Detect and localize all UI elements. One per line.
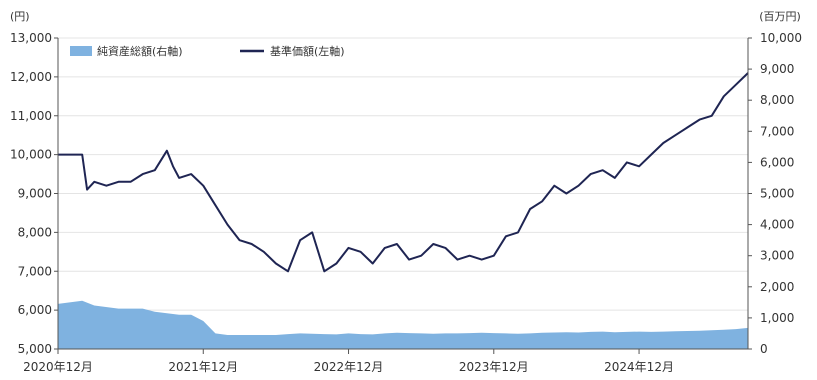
legend: 純資産総額(右軸) 基準価額(左軸) [70, 44, 345, 58]
legend-label-price: 基準価額(左軸) [270, 44, 345, 58]
right-tick-label: 4,000 [760, 218, 794, 232]
x-tick-label: 2022年12月 [314, 360, 384, 374]
right-axis-ticks: 0 1,000 2,000 3,000 4,000 5,000 6,000 7,000 8,00… [748, 31, 802, 356]
right-tick-label: 6,000 [760, 155, 794, 169]
left-tick-label: 9,000 [18, 187, 52, 201]
right-tick-label: 9,000 [760, 62, 794, 76]
right-tick-label: 1,000 [760, 311, 794, 325]
left-tick-label: 8,000 [18, 225, 52, 239]
left-tick-label: 11,000 [10, 109, 52, 123]
series-area-nav-total [58, 300, 748, 349]
series-line-price [58, 72, 749, 273]
x-axis-ticks: 2020年12月 2021年12月 2022年12月 2023年12月 2024年12月 [23, 349, 674, 374]
left-tick-label: 13,000 [10, 31, 52, 45]
left-tick-label: 5,000 [18, 342, 52, 356]
right-tick-label: 5,000 [760, 187, 794, 201]
right-tick-label: 0 [760, 342, 768, 356]
left-tick-label: 7,000 [18, 264, 52, 278]
right-tick-label: 2,000 [760, 280, 794, 294]
legend-label-nav-total: 純資産総額(右軸) [97, 44, 183, 58]
x-tick-label: 2024年12月 [604, 360, 674, 374]
left-axis-ticks: 5,000 6,000 7,000 8,000 9,000 10,000 11,000 12,… [10, 31, 58, 356]
right-tick-label: 8,000 [760, 93, 794, 107]
left-tick-label: 12,000 [10, 70, 52, 84]
left-tick-label: 6,000 [18, 303, 52, 317]
left-tick-label: 10,000 [10, 148, 52, 162]
gridlines [58, 37, 748, 350]
x-tick-label: 2020年12月 [23, 360, 93, 374]
legend-swatch-nav-total [70, 46, 92, 56]
x-tick-label: 2021年12月 [168, 360, 238, 374]
right-tick-label: 7,000 [760, 124, 794, 138]
right-tick-label: 3,000 [760, 249, 794, 263]
left-axis-unit: (円) [10, 10, 30, 23]
right-tick-label: 10,000 [760, 31, 802, 45]
x-tick-label: 2023年12月 [459, 360, 529, 374]
right-axis-unit: (百万円) [759, 10, 801, 23]
